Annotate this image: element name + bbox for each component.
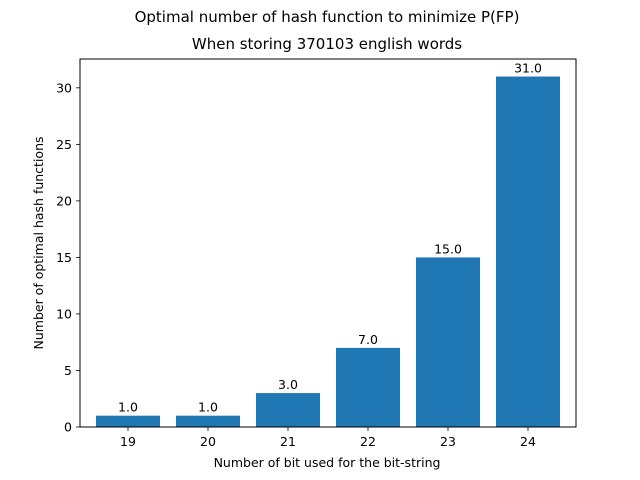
- data-label-19: 1.0: [118, 400, 138, 415]
- bar-19: [96, 415, 160, 427]
- bar-20: [176, 415, 240, 427]
- x-axis-label: Number of bit used for the bit-string: [214, 455, 441, 470]
- bar-22: [336, 347, 400, 427]
- bar-23: [416, 257, 480, 427]
- x-tick-label-19: 19: [120, 434, 136, 449]
- y-tick-label-20: 20: [56, 193, 72, 208]
- y-tick-label-15: 15: [56, 250, 72, 265]
- y-axis-label: Number of optimal hash functions: [31, 136, 46, 349]
- x-tick-label-20: 20: [200, 434, 216, 449]
- y-tick-label-30: 30: [56, 80, 72, 95]
- axes-frame: [79, 58, 577, 428]
- x-tick-label-23: 23: [440, 434, 456, 449]
- chart-suptitle: Optimal number of hash function to minim…: [135, 8, 520, 26]
- chart-title: When storing 370103 english words: [192, 35, 462, 53]
- y-tick-label-5: 5: [64, 363, 72, 378]
- y-ticks-group: 0 5 10 15 20 25 30: [56, 80, 80, 435]
- data-label-21: 3.0: [278, 377, 298, 392]
- y-tick-label-25: 25: [56, 137, 72, 152]
- data-label-20: 1.0: [198, 400, 218, 415]
- bar-21: [256, 393, 320, 427]
- data-label-23: 15.0: [434, 241, 462, 256]
- bars-group: [96, 76, 560, 428]
- data-label-22: 7.0: [358, 332, 378, 347]
- bar-24: [496, 76, 560, 428]
- x-tick-label-24: 24: [520, 434, 536, 449]
- x-tick-label-21: 21: [280, 434, 296, 449]
- y-tick-label-0: 0: [64, 420, 72, 435]
- x-ticks-group: 19 20 21 22 23 24: [120, 427, 536, 449]
- x-tick-label-22: 22: [360, 434, 376, 449]
- data-label-24: 31.0: [514, 61, 542, 76]
- y-tick-label-10: 10: [56, 306, 72, 321]
- data-labels-group: 1.0 1.0 3.0 7.0 15.0 31.0: [118, 61, 542, 415]
